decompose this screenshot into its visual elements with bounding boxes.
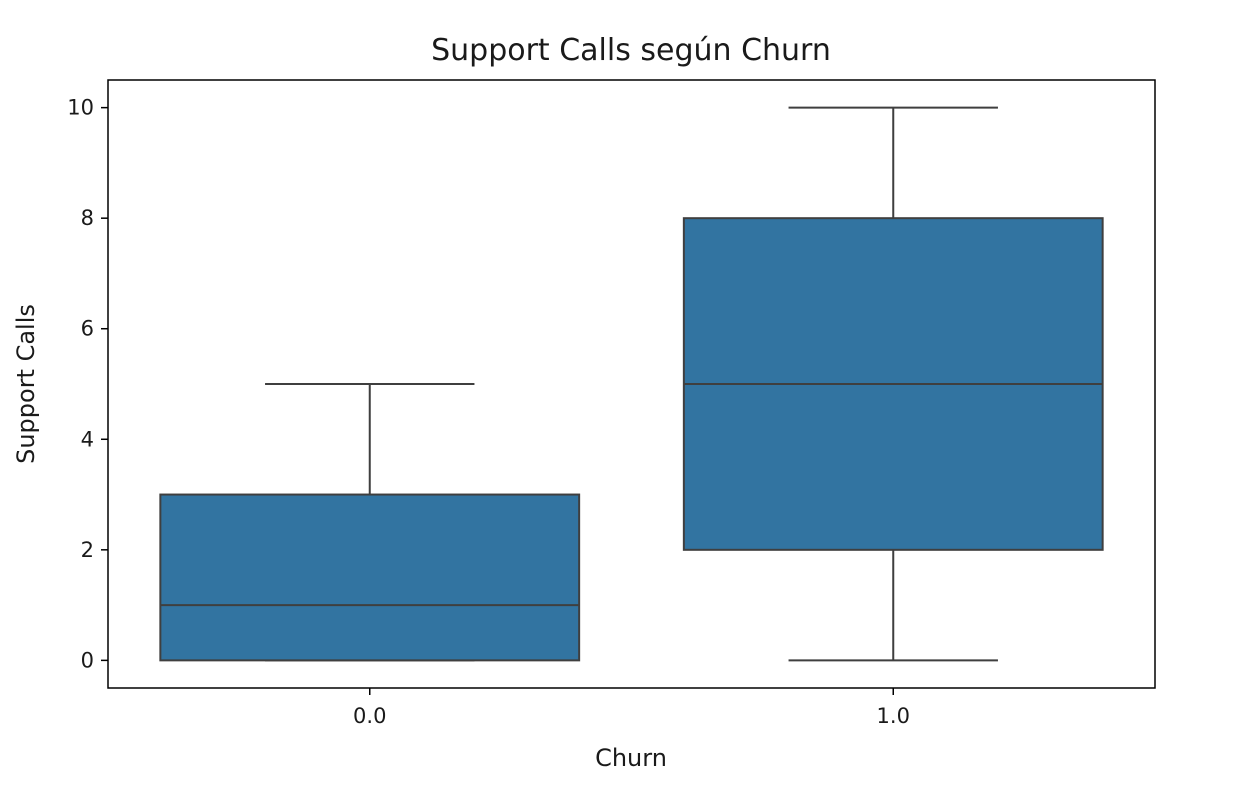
y-tick-label: 4 [81,427,94,451]
iqr-box [159,493,581,662]
y-axis: 0 2 4 6 8 10 [67,96,108,672]
x-tick-label: 0.0 [353,704,386,728]
y-tick-label: 8 [81,206,94,230]
x-axis: 0.0 1.0 [353,688,910,728]
boxes-layer [159,106,1104,662]
chart-title: Support Calls según Churn [431,33,831,68]
y-tick-label: 10 [67,96,94,120]
box-1.0 [682,106,1104,662]
x-tick-label: 1.0 [877,704,910,728]
y-tick-label: 6 [81,317,94,341]
y-axis-label: Support Calls [12,304,40,464]
y-tick-label: 2 [81,538,94,562]
x-axis-label: Churn [595,744,667,772]
box-0.0 [159,383,581,662]
plot-frame [107,79,1156,689]
y-tick-label: 0 [81,648,94,672]
